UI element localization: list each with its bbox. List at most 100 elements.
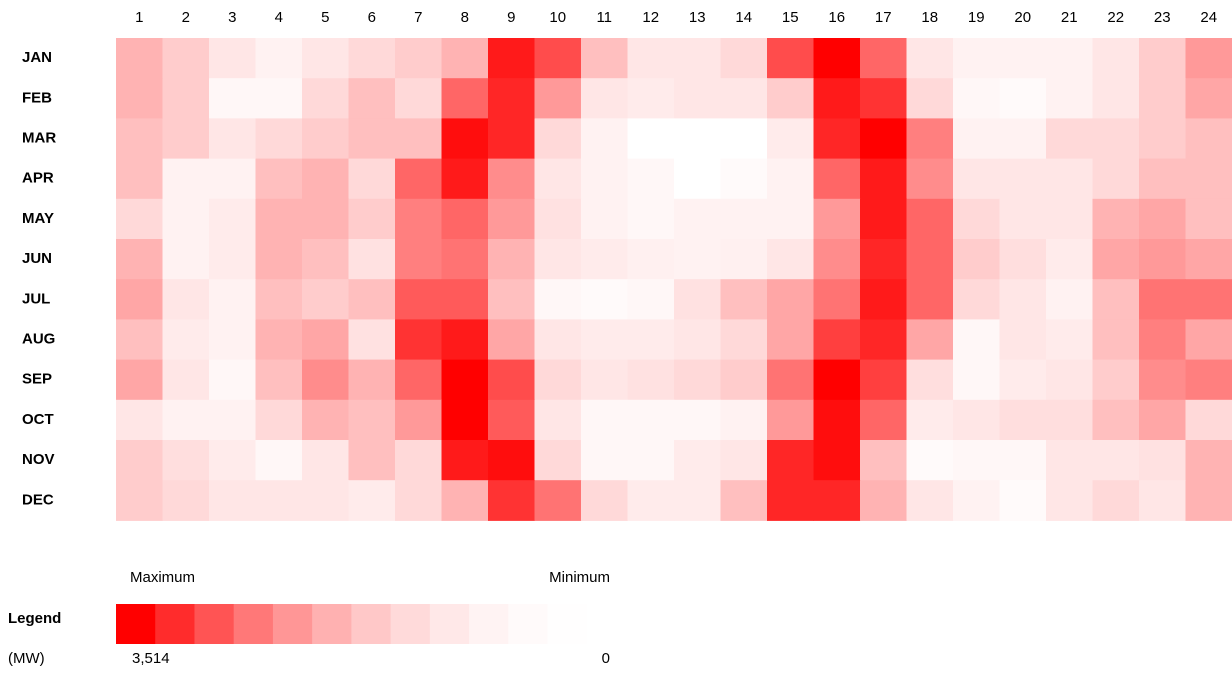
heat-cell [1046,319,1093,360]
heat-cell [488,78,535,119]
heat-cell [1139,480,1186,521]
heat-cell [395,400,442,441]
heat-cell [116,319,163,360]
heat-cell [256,480,303,521]
x-tick-label: 14 [735,9,752,26]
heat-cell [1000,78,1047,119]
heat-cell [1046,239,1093,280]
legend-swatch [508,604,548,644]
heat-cell [535,480,582,521]
heat-cell [1046,159,1093,200]
heat-cell [953,118,1000,159]
legend-swatch [391,604,431,644]
x-tick-label: 16 [828,9,845,26]
heat-cell [628,118,675,159]
heat-cell [674,279,721,320]
heat-cell [814,480,861,521]
heat-cell [767,480,814,521]
heat-cell [442,118,489,159]
legend-swatch [469,604,509,644]
heat-cell [1046,279,1093,320]
heat-cell [349,360,396,401]
heat-cell [488,480,535,521]
heat-cell [1139,199,1186,240]
x-tick-label: 17 [875,9,892,26]
heat-cell [1046,118,1093,159]
x-tick-label: 8 [461,9,469,26]
heat-cell [163,360,210,401]
heat-cell [395,199,442,240]
heat-cell [674,78,721,119]
x-tick-label: 23 [1154,9,1171,26]
heat-cell [721,360,768,401]
heat-cell [302,38,349,79]
heat-cell [116,159,163,200]
legend-swatch [273,604,313,644]
heat-cell [907,199,954,240]
heat-cell [256,38,303,79]
heat-cell [953,440,1000,481]
heat-cell [860,118,907,159]
heat-cell [953,199,1000,240]
heat-cell [302,279,349,320]
x-tick-label: 5 [321,9,329,26]
heat-cell [767,38,814,79]
heat-cell [302,159,349,200]
heat-cell [721,118,768,159]
heat-cell [860,400,907,441]
heat-cell [1186,239,1232,280]
heat-cell [1093,239,1140,280]
heat-cell [488,199,535,240]
heat-cell [628,319,675,360]
heat-cell [1000,319,1047,360]
heat-cell [488,440,535,481]
heat-cell [395,480,442,521]
heat-cell [860,480,907,521]
y-tick-label: OCT [22,411,54,428]
x-tick-label: 21 [1061,9,1078,26]
legend-swatch [234,604,274,644]
heat-cell [535,239,582,280]
heat-cell [814,118,861,159]
x-tick-label: 22 [1107,9,1124,26]
heat-cell [116,239,163,280]
heat-cell [535,38,582,79]
heat-cell [442,38,489,79]
heat-cell [953,38,1000,79]
heat-cell [907,159,954,200]
heat-cell [535,279,582,320]
heat-cell [1093,159,1140,200]
heat-cell [721,78,768,119]
heat-cell [488,400,535,441]
heat-cell [163,38,210,79]
heat-cell [535,319,582,360]
y-tick-label: JUN [22,250,52,267]
x-tick-label: 19 [968,9,985,26]
heat-cell [628,440,675,481]
x-tick-label: 12 [642,9,659,26]
heat-cell [767,159,814,200]
heat-cell [721,239,768,280]
heat-cell [1093,279,1140,320]
heat-cell [814,279,861,320]
heat-cell [1093,78,1140,119]
heat-cell [1000,480,1047,521]
heat-cell [1000,159,1047,200]
heat-cell [581,118,628,159]
legend-swatch [430,604,470,644]
heat-cell [349,118,396,159]
heat-cell [163,159,210,200]
heat-cell [256,319,303,360]
heat-cell [163,480,210,521]
heat-cell [1139,319,1186,360]
heat-cell [628,360,675,401]
heat-cell [674,118,721,159]
heat-cell [488,239,535,280]
heat-cell [581,78,628,119]
heat-cell [256,159,303,200]
heat-cell [907,239,954,280]
heat-cell [442,440,489,481]
heat-cell [442,400,489,441]
y-tick-label: JAN [22,49,52,66]
heat-cell [814,199,861,240]
